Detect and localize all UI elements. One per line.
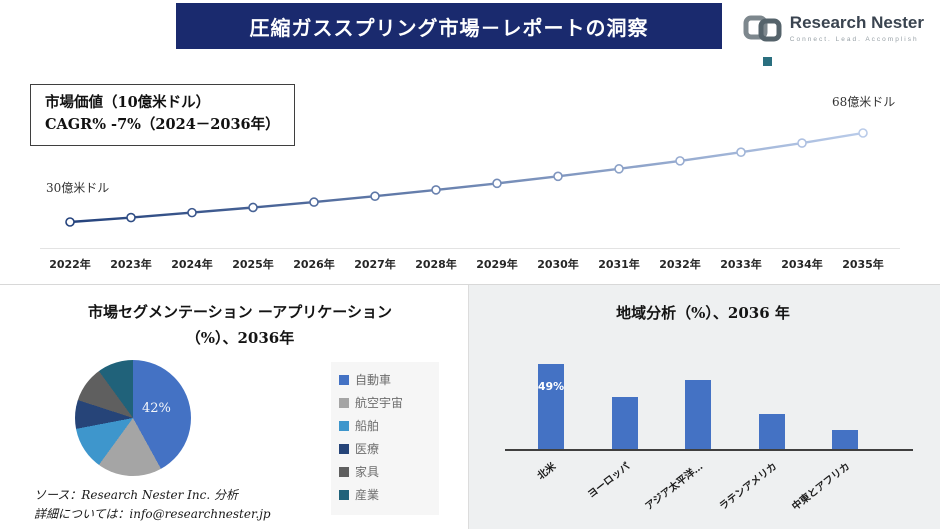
- market-value-label: 市場価値（10億米ドル）: [45, 94, 211, 111]
- brand-tagline: Connect. Lead. Accomplish: [789, 35, 919, 43]
- line-marker: [553, 171, 563, 182]
- segmentation-pie-chart: [75, 360, 191, 476]
- line-marker: [492, 178, 502, 189]
- legend-swatch: [339, 397, 349, 408]
- bar: [685, 379, 711, 449]
- x-axis-label: 2031年: [598, 258, 640, 271]
- line-marker: [309, 197, 319, 207]
- legend-label: 家具: [355, 465, 380, 479]
- legend-item: 航空宇宙: [339, 394, 431, 411]
- bar-category-label: 中東とアフリカ: [790, 461, 853, 513]
- title-banner: 圧縮ガススプリング市場－レポートの洞察: [176, 3, 722, 49]
- line-marker: [187, 207, 197, 218]
- regional-bar-chart: 49%: [505, 330, 913, 451]
- cagr-label: CAGR% -7%（2024－2036年）: [45, 116, 280, 134]
- line-marker: [797, 138, 807, 148]
- legend-label: 航空宇宙: [355, 396, 404, 410]
- line-marker: [431, 185, 441, 195]
- x-axis-label: 2023年: [110, 258, 152, 271]
- legend-swatch: [339, 374, 349, 385]
- brand-accent-square: [763, 57, 772, 66]
- brand-text: Research Nester Connect. Lead. Accomplis…: [789, 13, 924, 43]
- market-value-line-chart: [65, 128, 868, 227]
- x-axis-labels: 2022年 2023年 2024年 2025年 2026年 2027年 2028年 2029年…: [0, 256, 940, 276]
- brand-logo: Research Nester Connect. Lead. Accomplis…: [743, 13, 924, 48]
- bar: [758, 414, 785, 449]
- legend-item: 自動車: [339, 371, 431, 388]
- x-axis-label: 2026年: [293, 258, 335, 271]
- x-axis-label: 2027年: [354, 258, 396, 271]
- brand-name: Research Nester: [789, 13, 924, 32]
- footer-contact: 詳細については：info@researchnester.jp: [34, 506, 271, 521]
- pie-chart-title: 市場セグメンテーション ーアプリケーション （%）、2036年: [30, 300, 450, 351]
- line-marker: [614, 164, 624, 174]
- line-marker: [675, 156, 685, 166]
- footer: ソース：Research Nester Inc. 分析 詳細については：info…: [34, 486, 271, 523]
- bar: [832, 429, 858, 449]
- chain-link-icon: [743, 14, 783, 48]
- start-value-annotation: 30億米ドル: [46, 181, 110, 195]
- x-axis-label: 2022年: [49, 258, 91, 271]
- market-value-line: [69, 131, 864, 224]
- x-axis-label: 2029年: [476, 258, 518, 271]
- x-axis-label: 2024年: [171, 258, 213, 271]
- pie-title-line1: 市場セグメンテーション ーアプリケーション: [87, 303, 393, 321]
- legend-label: 船舶: [355, 419, 380, 433]
- footer-source: ソース：Research Nester Inc. 分析: [34, 488, 239, 502]
- legend-swatch: [339, 420, 349, 431]
- x-axis-label: 2033年: [720, 258, 762, 271]
- legend-item: 家具: [339, 463, 431, 480]
- line-marker: [370, 191, 380, 202]
- end-value-annotation: 68億米ドル: [832, 95, 896, 109]
- x-axis-label: 2032年: [659, 258, 701, 271]
- x-axis-label: 2034年: [781, 258, 823, 271]
- bar-chart-title: 地域分析（%）、2036 年: [616, 304, 790, 322]
- legend-item: 産業: [339, 486, 431, 503]
- legend-swatch: [339, 443, 349, 454]
- x-axis-label: 2035年: [842, 258, 884, 271]
- bar-category-label: ヨーロッパ: [585, 461, 632, 501]
- page-title: 圧縮ガススプリング市場－レポートの洞察: [249, 15, 649, 40]
- bar-category-label: ラテンアメリカ: [717, 461, 779, 513]
- x-axis-line: [40, 248, 900, 249]
- legend-label: 医療: [355, 442, 380, 456]
- bar: [611, 397, 638, 449]
- x-axis-label: 2025年: [232, 258, 274, 271]
- line-marker: [248, 202, 258, 213]
- bar-data-label: 49%: [537, 380, 565, 393]
- pie-data-label: 42%: [142, 401, 171, 416]
- bar-category-label: アジア太平洋…: [643, 461, 706, 513]
- market-value-info-box: 市場価値（10億米ドル） CAGR% -7%（2024－2036年）: [30, 84, 295, 146]
- pie-legend: 自動車航空宇宙船舶医療家具産業: [331, 362, 439, 515]
- bar-category-labels: 北米 ヨーロッパ アジア太平洋… ラテンアメリカ 中東とアフリカ: [505, 452, 913, 522]
- bar: [538, 364, 564, 449]
- line-marker: [736, 147, 746, 158]
- x-axis-label: 2030年: [537, 258, 579, 271]
- line-marker: [126, 212, 136, 223]
- legend-swatch: [339, 466, 349, 477]
- section-divider: [0, 284, 940, 285]
- legend-label: 自動車: [355, 373, 392, 387]
- legend-item: 医療: [339, 440, 431, 457]
- legend-swatch: [339, 489, 349, 500]
- line-marker: [858, 128, 868, 138]
- legend-item: 船舶: [339, 417, 431, 434]
- x-axis-label: 2028年: [415, 258, 457, 271]
- legend-label: 産業: [355, 488, 380, 502]
- line-marker: [65, 217, 75, 227]
- pie-title-line2: （%）、2036年: [185, 328, 295, 347]
